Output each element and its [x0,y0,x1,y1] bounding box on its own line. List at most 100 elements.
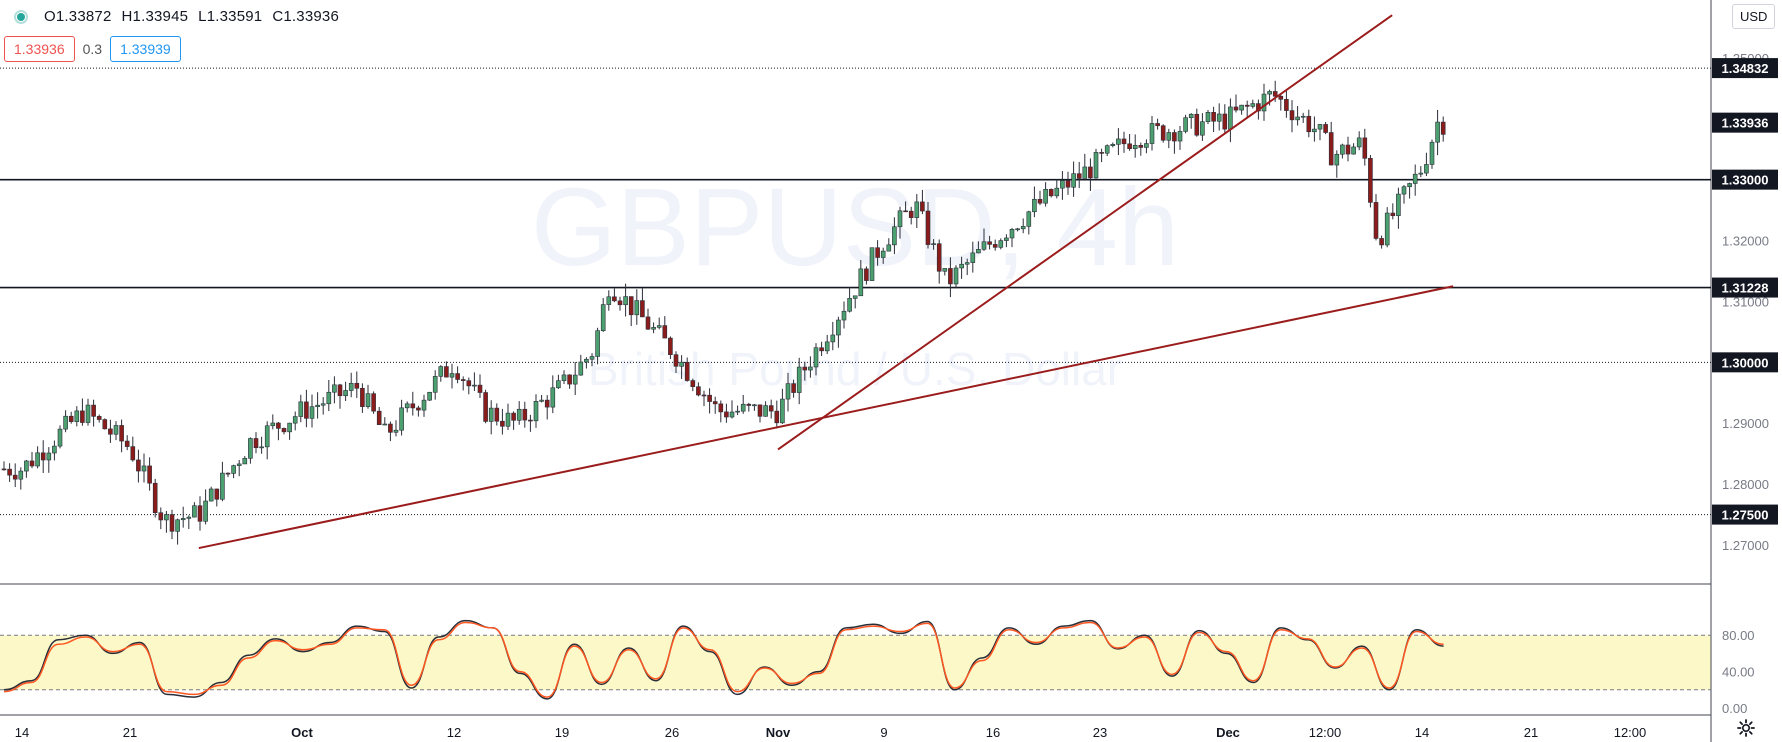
candle-body-down [68,415,74,422]
watermark: GBPUSD, 4h British Pound / U.S. Dollar [531,166,1179,395]
candle [1060,171,1065,200]
candle [841,301,847,329]
candle [1093,148,1099,179]
candle [421,394,427,417]
candle-body-up [998,240,1004,248]
candle-body-down [1244,104,1250,107]
candle-body-up [578,361,584,376]
candle-body-up [1267,91,1272,95]
candle [74,406,80,427]
price-level-tag-bg [1712,169,1778,190]
time-tick-label: 23 [1093,725,1107,740]
candle [908,206,914,225]
time-tick-label: 12 [447,725,461,740]
close-value: C1.33936 [272,8,339,25]
candle [1048,188,1054,198]
candle [1183,114,1188,134]
candle-body-down [7,468,12,476]
candle-body-down [987,241,992,245]
candle [1396,187,1401,229]
candle-body-up [399,407,404,431]
price-level-tag[interactable]: 1.33000 [1712,169,1778,190]
candle [365,384,371,409]
candle-body-up [735,410,740,413]
candle-body-up [1032,198,1037,213]
candle-body-up [192,505,197,518]
gear-icon[interactable] [1736,718,1756,738]
price-level-tag[interactable]: 1.31228 [1712,277,1778,298]
candle-body-up [634,300,640,316]
candle-body-down [1323,124,1328,133]
candle [276,421,281,441]
candle-body-up [1401,186,1407,195]
candle [158,507,164,530]
candle [164,510,169,533]
candle-body-down [108,428,113,435]
candle [836,316,841,348]
price-level-tag[interactable]: 1.30000 [1712,352,1778,373]
candle [1373,194,1379,241]
candle [595,327,600,365]
candle-body-up [1435,121,1440,143]
candle-body-down [774,410,780,424]
candle [998,238,1004,250]
price-level-tag[interactable]: 1.33936 [1712,112,1778,133]
candle-body-down [1,468,7,471]
candle-body-up [970,252,976,263]
candle [1110,142,1116,148]
candle [360,383,365,413]
price-axis[interactable]: 1.350001.340001.330001.320001.310001.300… [1712,51,1778,716]
candle-body-down [500,420,505,427]
candle-body-down [1289,110,1295,121]
candle [864,266,869,285]
time-axis[interactable]: 14 21 Oct 12 19 26 Nov 9 16 23 Dec 12:00 14 21 12:00 [15,725,1647,740]
candle-body-up [931,243,936,245]
candle-body-down [746,403,752,406]
candle [488,400,494,435]
time-tick-label: 21 [1524,725,1538,740]
candle-body-up [606,296,612,305]
candle-body-up [1250,103,1256,107]
trendlines[interactable] [198,14,1454,550]
candle [701,390,707,407]
sell-button[interactable]: 1.33936 [4,36,75,62]
candle-body-up [852,295,858,299]
candle-body-up [343,390,348,397]
candle [427,391,432,401]
buy-button[interactable]: 1.33939 [110,36,181,62]
candle-body-up [1104,145,1110,154]
candle [774,400,780,429]
trendline-2[interactable] [777,14,1393,451]
candle [1071,161,1076,197]
candle-body-down [147,465,152,484]
candle [1104,144,1110,157]
green-dot-icon[interactable] [14,9,28,24]
candle-body-up [432,376,438,393]
candle [819,341,824,356]
candle-body-up [427,391,432,401]
candle-body-down [617,300,623,306]
price-level-tag[interactable]: 1.34832 [1712,58,1778,79]
candle-body-up [623,296,628,306]
price-tick-label: 1.28000 [1722,477,1769,492]
price-level-tag[interactable]: 1.27500 [1712,504,1778,525]
candle [869,247,875,281]
trendline-1[interactable] [198,285,1454,550]
candle [1132,134,1138,158]
candle [399,399,404,436]
watermark-symbol: GBPUSD, 4h [531,166,1179,289]
candle [556,374,561,389]
candle-body-down [640,300,645,318]
candle [1295,105,1300,126]
grid-lines [0,0,1712,742]
currency-button[interactable]: USD [1732,4,1776,29]
candle [522,401,528,428]
candle [964,258,970,276]
candle-body-up [561,374,567,381]
candle [1328,121,1334,166]
candle-body-up [1334,153,1340,166]
candle-body-up [942,268,948,272]
candle-body-up [808,366,813,371]
candle-body-up [472,384,477,387]
